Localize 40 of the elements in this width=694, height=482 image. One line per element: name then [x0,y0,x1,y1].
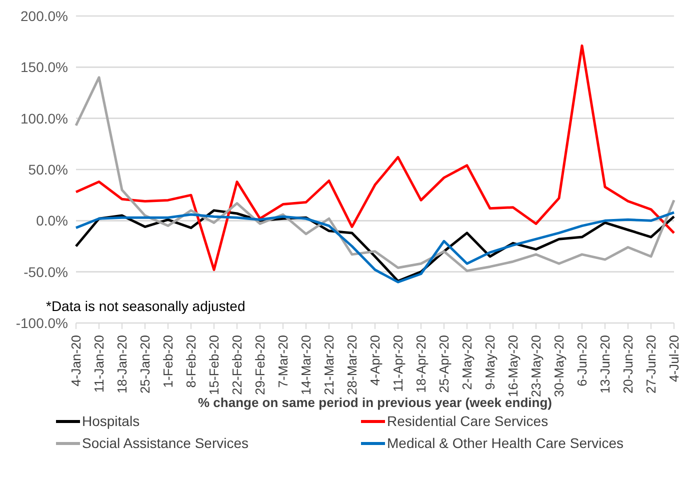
y-tick-label: 150.0% [20,59,68,76]
legend-label: Medical & Other Health Care Services [387,435,624,451]
x-axis-title: % change on same period in previous year (week ending) [198,395,552,410]
x-tick-label: 23-May-20 [528,335,544,398]
y-tick-label: 100.0% [20,110,68,126]
x-tick-label: 30-May-20 [552,335,566,398]
x-tick-label: 11-Jan-20 [92,335,106,393]
x-tick-label: 25-Apr-20 [436,335,452,393]
x-tick-label: 4-Jan-20 [68,335,84,386]
x-tick-label: 7-Mar-20 [276,335,290,388]
x-tick-label: 2-May-20 [460,335,474,390]
x-tick-label: 4-Apr-20 [368,335,382,386]
annotation: *Data is not seasonally adjusted [46,298,246,314]
x-tick-label: 13-Jun-20 [598,335,612,394]
x-tick-label: 21-Mar-20 [322,335,336,395]
x-tick-label: 27-Jun-20 [644,335,658,394]
x-tick-label: 18-Jan-20 [114,335,130,394]
y-tick-label: -100.0% [16,314,68,331]
x-tick-label: 11-Apr-20 [390,335,406,392]
x-tick-label: 15-Feb-20 [206,335,222,395]
y-tick-label: 200.0% [20,8,68,24]
x-tick-label: 18-Apr-20 [414,335,428,393]
x-tick-label: 14-Mar-20 [298,335,314,395]
legend-label: Social Assistance Services [82,435,249,451]
y-tick-label: 50.0% [28,161,68,178]
y-tick-label: -50.0% [24,264,68,280]
legend-label: Hospitals [82,413,140,429]
x-tick-label: 6-Jun-20 [574,335,590,386]
x-tick-label: 9-May-20 [482,335,498,390]
x-tick-label: 28-Mar-20 [344,335,360,395]
y-tick-label: 0.0% [36,212,68,229]
x-tick-label: 29-Feb-20 [252,335,268,395]
x-tick-label: 8-Feb-20 [184,335,198,388]
legend-label: Residential Care Services [387,413,548,429]
x-tick-label: 16-May-20 [506,335,520,398]
x-tick-label: 22-Feb-20 [230,335,244,395]
x-tick-label: 1-Feb-20 [160,335,176,388]
x-tick-label: 20-Jun-20 [620,335,636,394]
x-tick-label: 25-Jan-20 [138,335,152,394]
x-tick-label: 4-Jul-20 [666,335,682,382]
